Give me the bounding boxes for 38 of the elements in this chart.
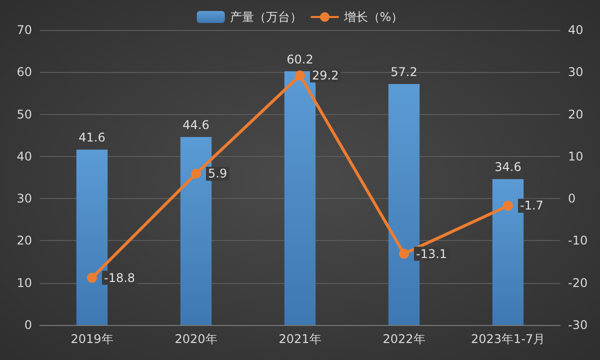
data-label: 41.6 bbox=[78, 130, 106, 145]
y2-tick-label: -20 bbox=[568, 276, 588, 290]
y-tick-label: 70 bbox=[16, 23, 32, 37]
y2-tick-label: -10 bbox=[568, 234, 588, 248]
data-label: 60.2 bbox=[286, 52, 314, 66]
y-tick-label: 60 bbox=[16, 65, 32, 80]
y2-tick-label: 40 bbox=[568, 23, 584, 37]
data-label: 34.6 bbox=[494, 160, 522, 174]
y-tick-label: 50 bbox=[16, 107, 32, 122]
data-label: 29.2 bbox=[312, 68, 339, 83]
data-label: -1.7 bbox=[520, 198, 544, 213]
data-label: -13.1 bbox=[416, 246, 448, 261]
y2-tick-label: 0 bbox=[568, 192, 576, 206]
point bbox=[503, 200, 513, 211]
y-tick-label: 40 bbox=[16, 149, 32, 164]
data-label: 44.6 bbox=[182, 118, 210, 132]
data-label: 5.9 bbox=[208, 166, 228, 181]
x-tick-label: 2023年1-7月 bbox=[470, 332, 546, 346]
point bbox=[191, 168, 201, 179]
y-tick-label: 0 bbox=[24, 318, 32, 332]
data-label: -18.8 bbox=[104, 270, 136, 285]
x-tick-label: 2020年 bbox=[174, 332, 218, 346]
y2-tick-label: 10 bbox=[568, 149, 584, 164]
y2-tick-label: 30 bbox=[568, 65, 584, 80]
y-tick-label: 20 bbox=[16, 234, 32, 248]
x-tick-label: 2021年 bbox=[278, 332, 322, 346]
y2-tick-label: -30 bbox=[568, 318, 588, 332]
point bbox=[87, 272, 97, 283]
point bbox=[399, 248, 409, 259]
y2-tick-label: 20 bbox=[568, 107, 584, 122]
x-tick-label: 2019年 bbox=[70, 332, 114, 346]
y-tick-label: 10 bbox=[16, 276, 32, 290]
x-tick-label: 2022年 bbox=[382, 332, 426, 346]
y-tick-label: 30 bbox=[16, 192, 32, 206]
legend-label: 产量（万台） bbox=[230, 10, 302, 24]
data-label: 57.2 bbox=[390, 64, 418, 79]
point bbox=[295, 70, 305, 81]
legend-label: 增长（%） bbox=[342, 10, 404, 24]
